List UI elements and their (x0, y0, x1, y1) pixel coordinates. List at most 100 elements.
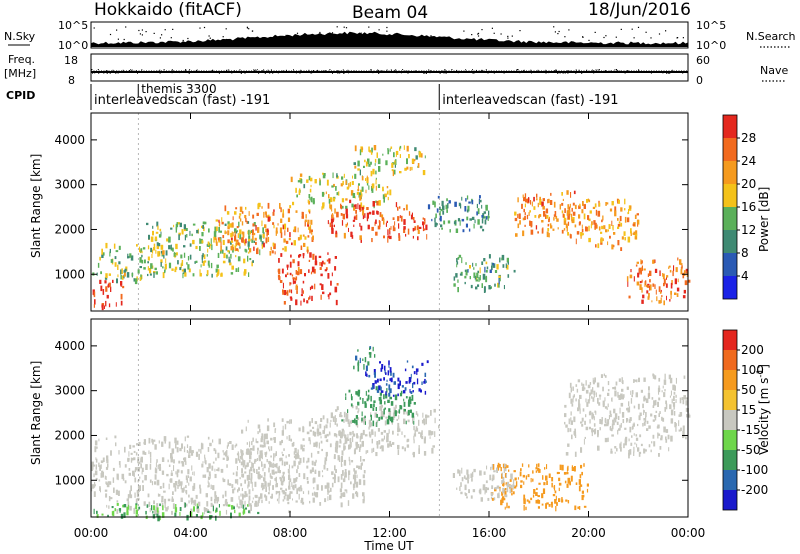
heatmap-cell (657, 432, 659, 439)
heatmap-cell (577, 379, 581, 383)
heatmap-cell (312, 235, 314, 240)
heatmap-cell (296, 194, 298, 198)
heatmap-cell (458, 202, 461, 207)
heatmap-cell (209, 474, 211, 479)
heatmap-cell (414, 147, 417, 152)
heatmap-cell (336, 445, 338, 449)
heatmap-cell (127, 501, 130, 507)
heatmap-cell (245, 493, 248, 497)
heatmap-cell (459, 486, 461, 491)
heatmap-cell (617, 226, 620, 229)
heatmap-cell (215, 507, 218, 512)
heatmap-cell (266, 440, 269, 445)
heatmap-cell (302, 253, 305, 256)
heatmap-cell (643, 409, 645, 415)
heatmap-cell (279, 470, 281, 474)
heatmap-cell (446, 209, 448, 213)
heatmap-cell (135, 515, 138, 518)
heatmap-cell (114, 435, 117, 439)
heatmap-cell (128, 451, 130, 457)
heatmap-cell (404, 387, 407, 391)
heatmap-cell (494, 487, 497, 490)
heatmap-cell (420, 432, 422, 438)
heatmap-cell (647, 296, 650, 300)
heatmap-cell (151, 254, 153, 258)
heatmap-cell (270, 246, 272, 251)
heatmap-cell (607, 229, 609, 232)
heatmap-cell (207, 436, 210, 440)
heatmap-cell (266, 215, 268, 218)
heatmap-cell (411, 394, 414, 401)
sky-noise-point (159, 37, 161, 39)
heatmap-cell (122, 504, 125, 508)
heatmap-cell (417, 163, 420, 168)
heatmap-cell (366, 207, 369, 210)
heatmap-cell (413, 381, 416, 385)
heatmap-cell (207, 510, 210, 513)
heatmap-cell (311, 295, 313, 301)
heatmap-cell (611, 220, 613, 226)
heatmap-cell (581, 382, 583, 386)
heatmap-cell (354, 173, 357, 179)
heatmap-cell (434, 431, 436, 437)
heatmap-cell (129, 444, 132, 449)
heatmap-cell (587, 384, 591, 389)
heatmap-cell (123, 272, 126, 277)
heatmap-cell (284, 424, 287, 430)
heatmap-cell (130, 457, 133, 463)
power-ylabel: Slant Range [km] (29, 154, 43, 258)
heatmap-cell (235, 255, 237, 258)
frequency-point (137, 72, 138, 74)
heatmap-cell (139, 277, 142, 281)
heatmap-cell (164, 269, 166, 274)
heatmap-cell (485, 204, 488, 211)
heatmap-cell (122, 477, 125, 481)
heatmap-cell (491, 464, 494, 469)
heatmap-cell (298, 486, 301, 492)
heatmap-cell (216, 264, 219, 269)
heatmap-cell (131, 457, 134, 461)
heatmap-cell (645, 398, 649, 403)
sky-noise-point (172, 28, 174, 30)
heatmap-cell (581, 386, 585, 391)
sky-noise-point (665, 30, 667, 32)
frequency-point (597, 69, 599, 71)
heatmap-cell (133, 278, 136, 282)
heatmap-cell (281, 490, 284, 493)
heatmap-cell (353, 468, 356, 472)
heatmap-cell (567, 209, 570, 216)
heatmap-cell (597, 397, 599, 404)
frequency-point (482, 70, 484, 72)
heatmap-cell (353, 162, 356, 165)
heatmap-cell (424, 378, 426, 384)
heatmap-cell (403, 145, 405, 150)
heatmap-cell (249, 441, 251, 448)
heatmap-cell (359, 195, 362, 201)
frequency-point (377, 71, 378, 73)
frequency-point (210, 70, 212, 72)
heatmap-cell (130, 452, 133, 455)
heatmap-cell (315, 459, 317, 463)
heatmap-cell (153, 272, 155, 278)
heatmap-cell (302, 254, 305, 259)
heatmap-cell (229, 262, 232, 266)
heatmap-cell (133, 457, 136, 461)
heatmap-cell (248, 500, 250, 507)
sky-noise-point (138, 29, 140, 32)
heatmap-cell (417, 413, 419, 417)
heatmap-cell (637, 447, 640, 452)
heatmap-cell (569, 203, 571, 208)
heatmap-cell (236, 466, 238, 471)
heatmap-cell (359, 446, 361, 451)
heatmap-cell (549, 223, 552, 226)
heatmap-cell (671, 398, 673, 404)
heatmap-cell (483, 216, 486, 219)
heatmap-cell (470, 284, 473, 289)
heatmap-cell (239, 477, 241, 480)
heatmap-cell (126, 511, 129, 516)
frequency-point (624, 72, 626, 74)
heatmap-cell (370, 170, 373, 177)
heatmap-cell (340, 460, 342, 465)
heatmap-cell (500, 467, 502, 472)
heatmap-cell (537, 231, 539, 234)
